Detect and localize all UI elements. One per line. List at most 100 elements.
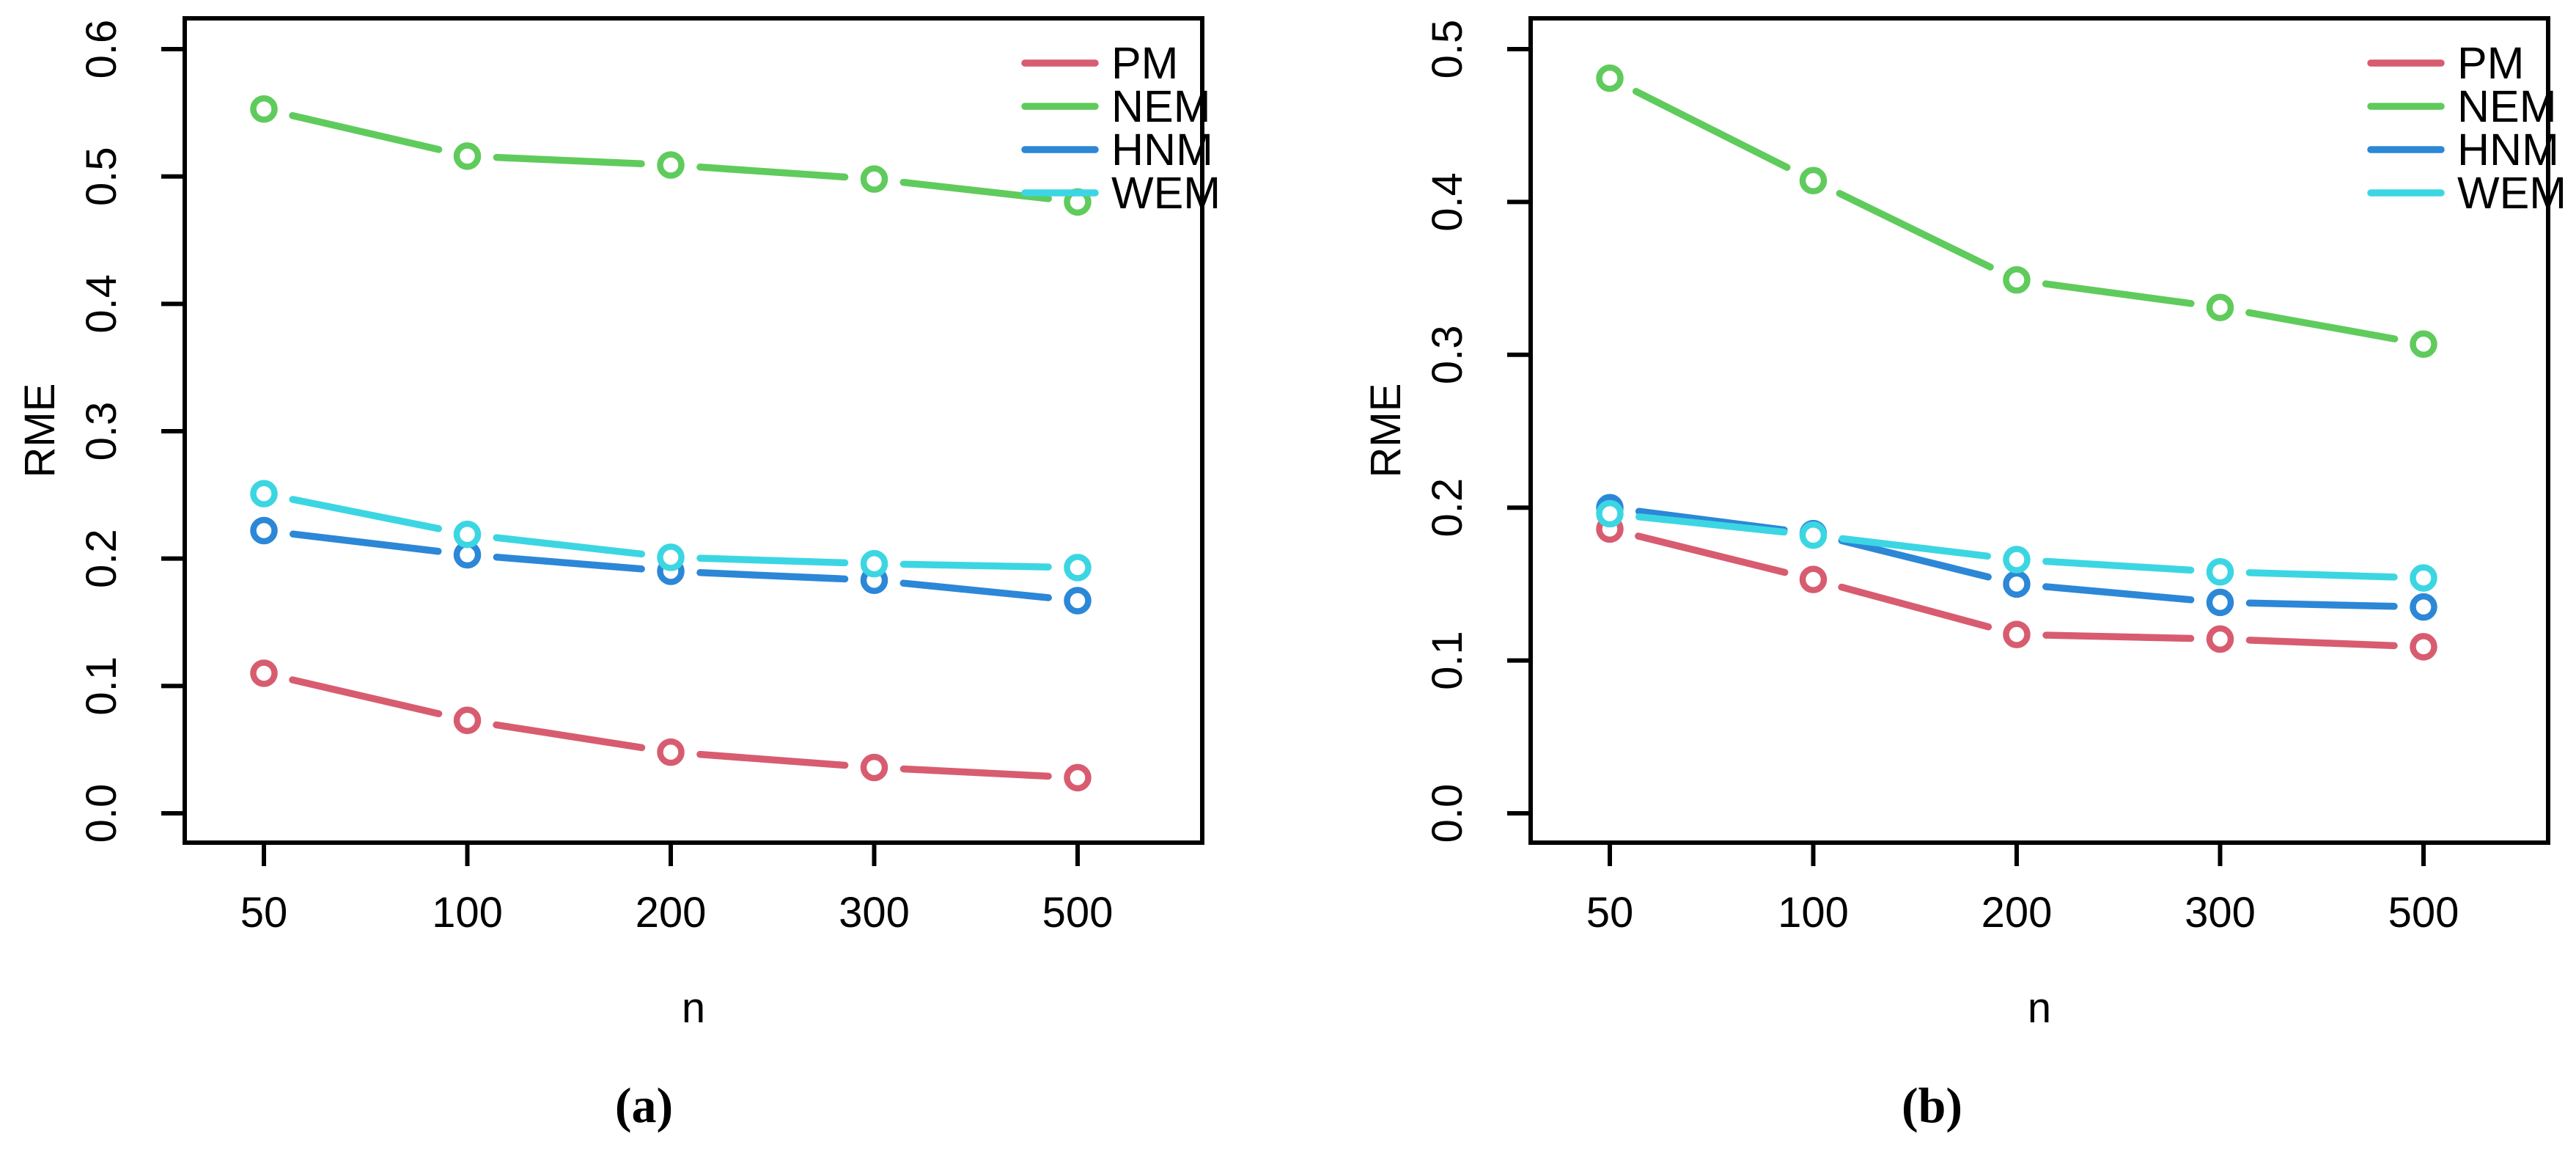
y-tick-label: 0.2: [78, 529, 125, 588]
legend-label: HNM: [1111, 125, 1213, 175]
data-point-marker: [2206, 557, 2234, 586]
data-point-marker: [860, 549, 888, 578]
y-tick-label: 0.6: [78, 20, 125, 79]
data-point-marker: [453, 706, 482, 734]
data-point-marker: [1064, 763, 1092, 792]
data-point-marker: [250, 95, 278, 123]
data-point-marker: [2003, 546, 2031, 573]
x-axis-title: n: [2028, 984, 2051, 1032]
data-point-marker: [2410, 564, 2437, 592]
data-point-marker: [657, 151, 685, 179]
data-line-segment: [899, 765, 1052, 780]
data-line-segment: [899, 579, 1052, 601]
x-axis-title: n: [682, 984, 705, 1032]
y-tick-label: 0.0: [78, 784, 125, 843]
data-line-segment: [1836, 190, 1994, 271]
data-point-marker: [2206, 625, 2234, 653]
data-line-segment: [289, 496, 443, 532]
plot-frame: [183, 16, 1204, 845]
y-tick-label: 0.2: [1424, 478, 1471, 538]
x-tick-label: 300: [2185, 889, 2256, 937]
data-point-marker: [657, 738, 685, 766]
data-point-marker: [2003, 265, 2031, 294]
data-line-segment: [1635, 513, 1788, 536]
x-tick-label: 50: [1586, 889, 1634, 937]
legend-label: PM: [1111, 38, 1179, 88]
data-point-marker: [1799, 565, 1828, 593]
data-line-segment: [2042, 583, 2195, 604]
data-line-segment: [1635, 532, 1789, 576]
data-point-marker: [1064, 587, 1092, 615]
y-tick-label: 0.3: [78, 402, 125, 461]
y-axis-title: RME: [1362, 384, 1410, 478]
data-point-marker: [2410, 593, 2437, 621]
data-point-marker: [657, 543, 685, 571]
legend-label: NEM: [2457, 81, 2557, 131]
y-tick-label: 0.4: [1424, 172, 1471, 232]
y-tick-label: 0.1: [1424, 631, 1471, 690]
data-point-marker: [2206, 293, 2234, 321]
data-line-segment: [1632, 87, 1791, 171]
y-tick-label: 0.0: [1424, 784, 1471, 843]
x-tick-label: 50: [240, 889, 288, 937]
data-point-marker: [453, 142, 482, 170]
data-point-marker: [860, 753, 888, 782]
data-point-marker: [1596, 499, 1624, 528]
data-line-segment: [493, 553, 645, 573]
legend-label: PM: [2457, 38, 2525, 88]
data-line-segment: [1839, 535, 1992, 560]
panel-b-caption: (b): [1901, 1077, 1963, 1133]
data-point-marker: [453, 520, 482, 549]
y-axis-title: RME: [16, 384, 64, 478]
data-line-segment: [696, 554, 849, 567]
data-line-segment: [2042, 280, 2195, 307]
data-line-segment: [1838, 583, 1992, 631]
data-line-segment: [2245, 309, 2399, 342]
data-point-marker: [1799, 521, 1828, 549]
data-point-marker: [1064, 554, 1092, 582]
legend-label: NEM: [1111, 81, 1211, 131]
y-tick-label: 0.5: [78, 147, 125, 206]
data-line-segment: [899, 560, 1052, 571]
data-point-marker: [2003, 620, 2031, 648]
data-point-marker: [2410, 633, 2437, 661]
x-tick-label: 500: [2388, 889, 2459, 937]
panel-a-caption: (a): [614, 1077, 674, 1133]
data-line-segment: [2042, 631, 2195, 642]
x-tick-label: 500: [1042, 889, 1114, 937]
data-line-segment: [289, 530, 442, 555]
y-tick-label: 0.5: [1424, 20, 1471, 79]
data-point-marker: [250, 516, 278, 545]
data-point-marker: [2003, 570, 2031, 598]
data-line-segment: [493, 721, 646, 752]
x-tick-label: 100: [1778, 889, 1849, 937]
legend-label: WEM: [2457, 168, 2566, 218]
data-line-segment: [289, 676, 443, 717]
data-line-segment: [493, 534, 646, 558]
y-tick-label: 0.3: [1424, 325, 1471, 384]
data-line-segment: [2042, 557, 2195, 574]
x-tick-label: 300: [839, 889, 910, 937]
data-point-marker: [2206, 588, 2234, 617]
data-line-segment: [1838, 537, 1992, 581]
data-line-segment: [2245, 637, 2398, 650]
data-point-marker: [1799, 166, 1828, 194]
plot-frame: [1528, 16, 2550, 845]
data-line-segment: [696, 164, 849, 181]
data-line-segment: [696, 569, 849, 583]
y-tick-label: 0.4: [78, 274, 125, 334]
data-point-marker: [250, 659, 278, 687]
data-point-marker: [1596, 64, 1624, 92]
x-tick-label: 200: [636, 889, 707, 937]
y-tick-label: 0.1: [78, 656, 125, 716]
x-tick-label: 200: [1981, 889, 2053, 937]
x-tick-label: 100: [432, 889, 503, 937]
data-point-marker: [2410, 330, 2437, 358]
data-line-segment: [2245, 569, 2398, 581]
data-line-segment: [289, 111, 443, 153]
legend-label: HNM: [2457, 125, 2559, 175]
data-point-marker: [250, 480, 278, 507]
data-point-marker: [860, 165, 888, 193]
